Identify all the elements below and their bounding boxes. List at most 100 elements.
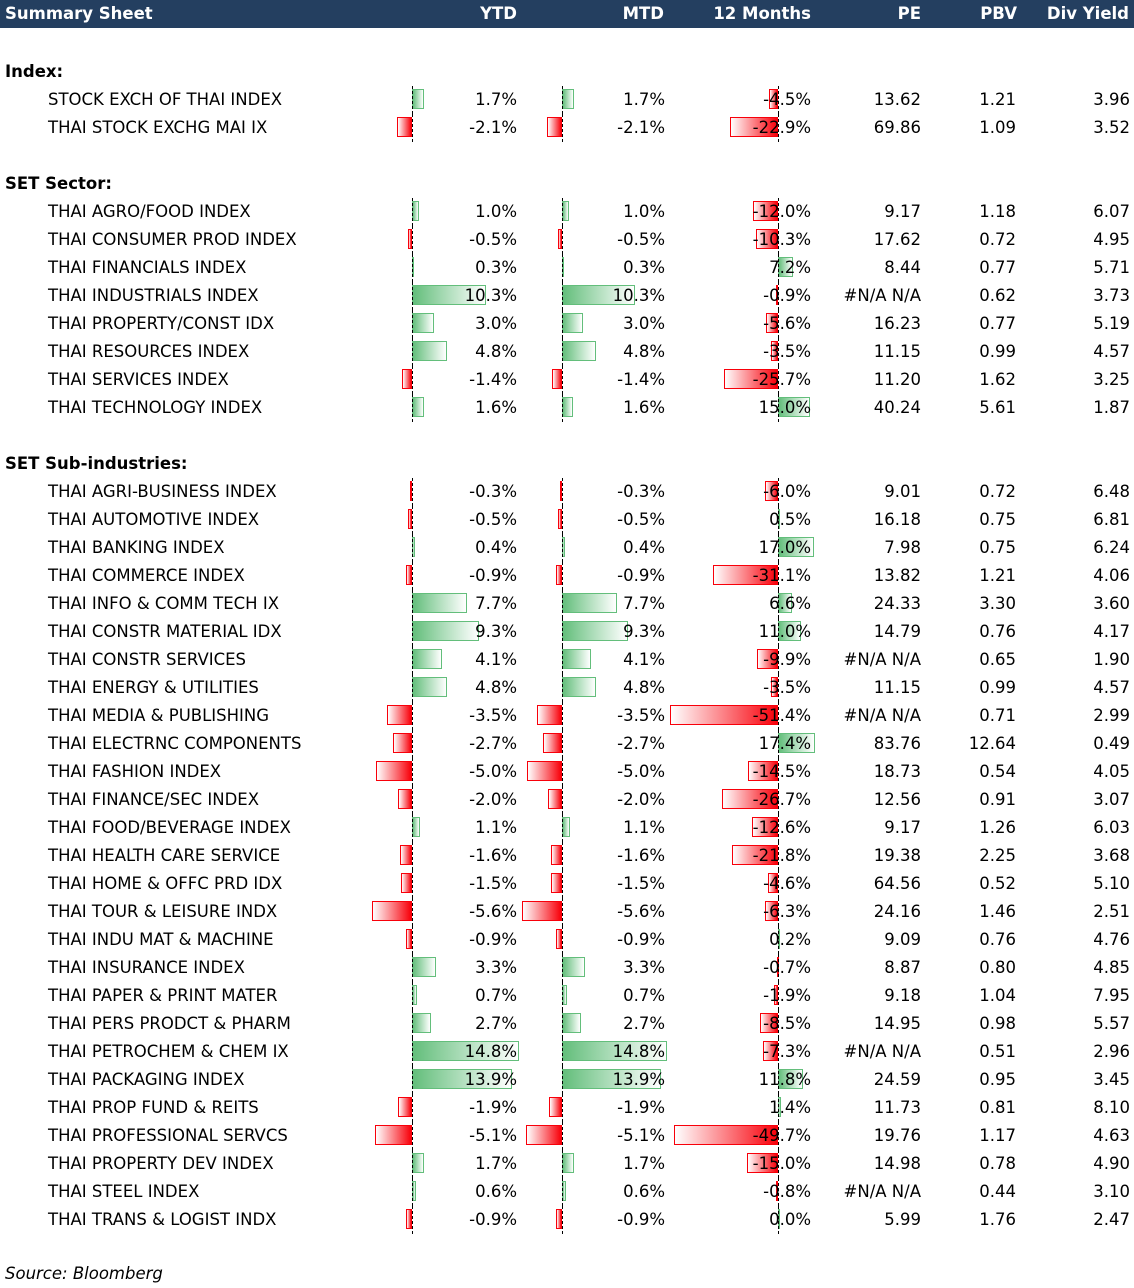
table-row[interactable]: THAI PETROCHEM & CHEM IX 14.8% 14.8% -7.3% #… [0,1038,1134,1066]
col-header-ytd[interactable]: YTD [480,4,517,23]
pbv-value: 0.76 [979,930,1016,949]
ytd-value: 1.7% [475,1154,517,1173]
table-row[interactable]: THAI SERVICES INDEX -1.4% -1.4% -25.7% 11.20… [0,366,1134,394]
index-name: THAI BANKING INDEX [48,538,225,557]
pbv-value: 0.81 [979,1098,1016,1117]
12m-value: 0.5% [769,510,811,529]
12m-axis-line [778,618,779,646]
table-row[interactable]: THAI TOUR & LEISURE INDX -5.6% -5.6% -6.3% 2… [0,898,1134,926]
col-header-12-months[interactable]: 12 Months [713,4,811,23]
table-row[interactable]: THAI PROPERTY DEV INDEX 1.7% 1.7% -15.0% 14.… [0,1150,1134,1178]
12m-data-bar [762,1041,778,1061]
mtd-value: -2.1% [617,118,665,137]
table-row[interactable]: THAI STEEL INDEX 0.6% 0.6% -0.8% #N/A N/A 0.4… [0,1178,1134,1206]
table-row[interactable]: THAI FASHION INDEX -5.0% -5.0% -14.5% 18.73 0… [0,758,1134,786]
table-row[interactable]: THAI TRANS & LOGIST INDX -0.9% -0.9% 0.0% 5.… [0,1206,1134,1234]
12m-axis-line [778,982,779,1010]
table-row[interactable]: THAI AGRO/FOOD INDEX 1.0% 1.0% -12.0% 9.17 1.… [0,198,1134,226]
table-row[interactable]: THAI TECHNOLOGY INDEX 1.6% 1.6% 15.0% 40.24 5… [0,394,1134,422]
ytd-value: -1.5% [469,874,517,893]
pe-value: 83.76 [873,734,921,753]
div-yield-value: 3.96 [1093,90,1130,109]
ytd-value: -2.1% [469,118,517,137]
pbv-value: 0.52 [979,874,1016,893]
ytd-value: 7.7% [475,594,517,613]
table-row[interactable]: THAI STOCK EXCHG MAI IX -2.1% -2.1% -22.9% 6… [0,114,1134,142]
index-name: THAI STOCK EXCHG MAI IX [48,118,268,137]
table-row[interactable]: THAI FOOD/BEVERAGE INDEX 1.1% 1.1% -12.6% 9.… [0,814,1134,842]
table-row[interactable]: THAI AGRI-BUSINESS INDEX -0.3% -0.3% -6.0% 9… [0,478,1134,506]
table-row[interactable]: THAI FINANCE/SEC INDEX -2.0% -2.0% -26.7% 12… [0,786,1134,814]
table-row[interactable]: THAI AUTOMOTIVE INDEX -0.5% -0.5% 0.5% 16.18… [0,506,1134,534]
table-row[interactable]: THAI PERS PRODCT & PHARM 2.7% 2.7% -8.5% 14.… [0,1010,1134,1038]
mtd-value: -2.0% [617,790,665,809]
table-row[interactable]: THAI CONSTR SERVICES 4.1% 4.1% -9.9% #N/A N/… [0,646,1134,674]
ytd-data-bar [392,733,412,753]
12m-value: 0.2% [769,930,811,949]
table-row[interactable]: THAI PROP FUND & REITS -1.9% -1.9% 1.4% 11.7… [0,1094,1134,1122]
div-yield-value: 2.99 [1093,706,1130,725]
12m-value: -22.9% [752,118,811,137]
pe-value: 24.59 [873,1070,921,1089]
12m-axis-line [778,534,779,562]
ytd-value: -0.5% [469,510,517,529]
pbv-value: 0.51 [979,1042,1016,1061]
table-row[interactable]: THAI ELECTRNC COMPONENTS -2.7% -2.7% 17.4% 8… [0,730,1134,758]
section-header: Index: [0,58,1134,86]
pe-value: 9.17 [884,202,921,221]
div-yield-value: 6.48 [1093,482,1130,501]
12m-data-bar [756,229,778,249]
col-header-pe[interactable]: PE [897,4,921,23]
table-row[interactable]: THAI PROPERTY/CONST IDX 3.0% 3.0% -5.6% 16.2… [0,310,1134,338]
table-row[interactable]: THAI CONSUMER PROD INDEX -0.5% -0.5% -10.3%… [0,226,1134,254]
table-row[interactable]: THAI INDUSTRIALS INDEX 10.3% 10.3% -0.9% #N/… [0,282,1134,310]
table-row[interactable]: THAI HEALTH CARE SERVICE -1.6% -1.6% -21.8%… [0,842,1134,870]
12m-value: 17.4% [758,734,811,753]
pbv-value: 12.64 [968,734,1016,753]
table-row[interactable]: THAI MEDIA & PUBLISHING -3.5% -3.5% -51.4% #… [0,702,1134,730]
pe-value: 18.73 [873,762,921,781]
table-row[interactable]: THAI INSURANCE INDEX 3.3% 3.3% -0.7% 8.87 0.8… [0,954,1134,982]
mtd-data-bar [547,117,562,137]
ytd-data-bar [401,873,412,893]
table-row[interactable]: THAI PROFESSIONAL SERVCS -5.1% -5.1% -49.7%… [0,1122,1134,1150]
mtd-value: -1.5% [617,874,665,893]
table-row[interactable]: THAI RESOURCES INDEX 4.8% 4.8% -3.5% 11.15 0.… [0,338,1134,366]
table-row[interactable]: STOCK EXCH OF THAI INDEX 1.7% 1.7% -4.5% 13.… [0,86,1134,114]
index-name: THAI HEALTH CARE SERVICE [48,846,281,865]
mtd-data-bar [552,369,562,389]
table-row[interactable]: THAI ENERGY & UTILITIES 4.8% 4.8% -3.5% 11.1… [0,674,1134,702]
mtd-value: -5.0% [617,762,665,781]
col-header-pbv[interactable]: PBV [980,4,1017,23]
mtd-value: 0.4% [623,538,665,557]
div-yield-value: 6.07 [1093,202,1130,221]
pbv-value: 1.46 [979,902,1016,921]
div-yield-value: 3.73 [1093,286,1130,305]
table-row[interactable]: THAI INFO & COMM TECH IX 7.7% 7.7% 6.6% 24.3… [0,590,1134,618]
ytd-data-bar [408,229,412,249]
table-row[interactable]: THAI PACKAGING INDEX 13.9% 13.9% 11.8% 24.59… [0,1066,1134,1094]
table-row[interactable]: THAI BANKING INDEX 0.4% 0.4% 17.0% 7.98 0.75 6… [0,534,1134,562]
col-header-mtd[interactable]: MTD [622,4,664,23]
table-row[interactable]: THAI COMMERCE INDEX -0.9% -0.9% -31.1% 13.82… [0,562,1134,590]
table-row[interactable]: THAI HOME & OFFC PRD IDX -1.5% -1.5% -4.6% 6… [0,870,1134,898]
table-row[interactable]: THAI INDU MAT & MACHINE -0.9% -0.9% 0.2% 9.0… [0,926,1134,954]
12m-axis-line [778,394,779,422]
index-name: THAI AUTOMOTIVE INDEX [48,510,260,529]
12m-value: -7.3% [763,1042,811,1061]
ytd-axis-line [412,198,413,226]
12m-data-bar [776,1181,779,1201]
mtd-value: 1.7% [623,1154,665,1173]
table-row[interactable]: THAI CONSTR MATERIAL IDX 9.3% 9.3% 11.0% 14.… [0,618,1134,646]
div-yield-value: 3.07 [1093,790,1130,809]
pbv-value: 1.09 [979,118,1016,137]
pe-value: 13.62 [873,90,921,109]
col-header-div-yield[interactable]: Div Yield [1046,4,1129,23]
table-row[interactable]: THAI FINANCIALS INDEX 0.3% 0.3% 7.2% 8.44 0.7… [0,254,1134,282]
pbv-value: 0.77 [979,258,1016,277]
mtd-axis-line [562,674,563,702]
pe-value: 24.33 [873,594,921,613]
mtd-axis-line [562,114,563,142]
table-row[interactable]: THAI PAPER & PRINT MATER 0.7% 0.7% -1.9% 9.1… [0,982,1134,1010]
12m-axis-line [778,198,779,226]
